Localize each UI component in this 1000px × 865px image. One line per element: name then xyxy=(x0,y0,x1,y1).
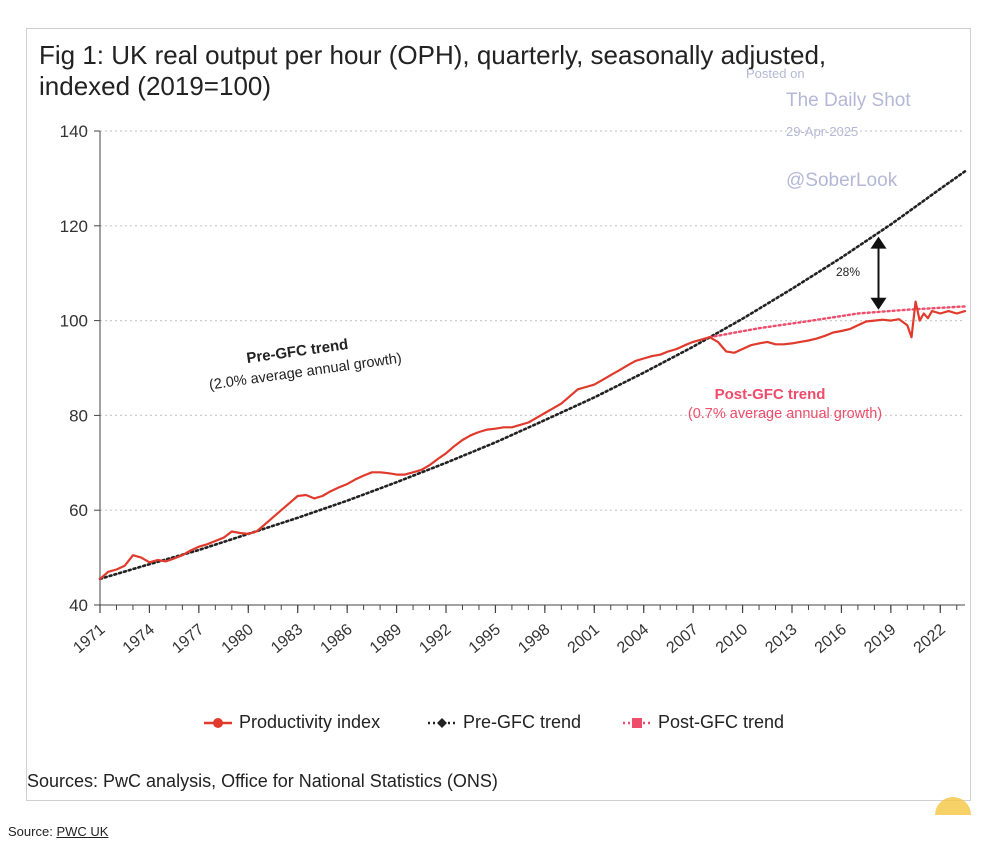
x-tick-label: 1992 xyxy=(416,621,454,657)
post-trend-title: Post-GFC trend xyxy=(715,386,826,403)
x-tick-label: 1995 xyxy=(466,621,504,657)
legend-item-productivity: Productivity index xyxy=(203,712,380,733)
x-tick-label: 1977 xyxy=(169,621,207,657)
badge-icon xyxy=(935,797,971,815)
x-tick-label: 2022 xyxy=(911,621,949,657)
x-tick-label: 1986 xyxy=(318,621,356,657)
gap-arrow-head-down xyxy=(870,297,887,310)
legend-item-pre-trend: Pre-GFC trend xyxy=(427,712,581,733)
x-tick-label: 2010 xyxy=(713,621,751,657)
legend-item-post-trend: Post-GFC trend xyxy=(622,712,784,733)
y-tick-label: 60 xyxy=(69,501,88,520)
chart-frame xyxy=(26,28,971,801)
x-tick-label: 1998 xyxy=(515,621,553,657)
post-trend-subtitle: (0.7% average annual growth) xyxy=(688,406,882,422)
legend-marker-post-trend xyxy=(623,717,651,728)
x-tick-label: 2004 xyxy=(614,621,652,657)
y-tick-label: 120 xyxy=(60,217,88,236)
y-tick-label: 40 xyxy=(69,596,88,615)
x-tick-label: 2019 xyxy=(861,621,899,657)
x-tick-label: 1974 xyxy=(120,621,158,657)
x-tick-label: 1989 xyxy=(367,621,405,657)
gap-label: 28% xyxy=(836,265,860,279)
footer-source-link[interactable]: PWC UK xyxy=(56,824,109,839)
watermark-site: The Daily Shot xyxy=(786,90,911,111)
watermark-posted: Posted on xyxy=(746,66,805,81)
legend-label-productivity: Productivity index xyxy=(239,712,381,732)
legend-marker-productivity xyxy=(204,717,232,728)
legend-label-pre-trend: Pre-GFC trend xyxy=(463,712,582,732)
y-tick-label: 80 xyxy=(69,406,88,425)
y-tick-label: 100 xyxy=(60,312,88,331)
y-tick-label: 140 xyxy=(60,122,88,141)
productivity-line xyxy=(98,300,967,580)
x-tick-label: 2007 xyxy=(664,621,702,657)
legend-marker-pre-trend xyxy=(428,717,456,728)
x-tick-label: 2013 xyxy=(762,621,800,657)
footer-source: Source: PWC UK xyxy=(8,824,108,839)
legend-label-post-trend: Post-GFC trend xyxy=(658,712,785,732)
sources-note: Sources: PwC analysis, Office for Nation… xyxy=(27,771,498,791)
x-tick-label: 1980 xyxy=(219,621,257,657)
watermark-date: 29-Apr-2025 xyxy=(786,124,859,139)
x-tick-label: 1971 xyxy=(70,621,108,657)
footer-source-label: Source: xyxy=(8,824,53,839)
x-tick-label: 2001 xyxy=(565,621,603,657)
x-tick-label: 2016 xyxy=(812,621,850,657)
x-tick-label: 1983 xyxy=(268,621,306,657)
watermark-handle: @SoberLook xyxy=(786,170,898,191)
chart-title: Fig 1: UK real output per hour (OPH), qu… xyxy=(39,40,827,101)
gap-arrow-head-up xyxy=(870,236,887,249)
